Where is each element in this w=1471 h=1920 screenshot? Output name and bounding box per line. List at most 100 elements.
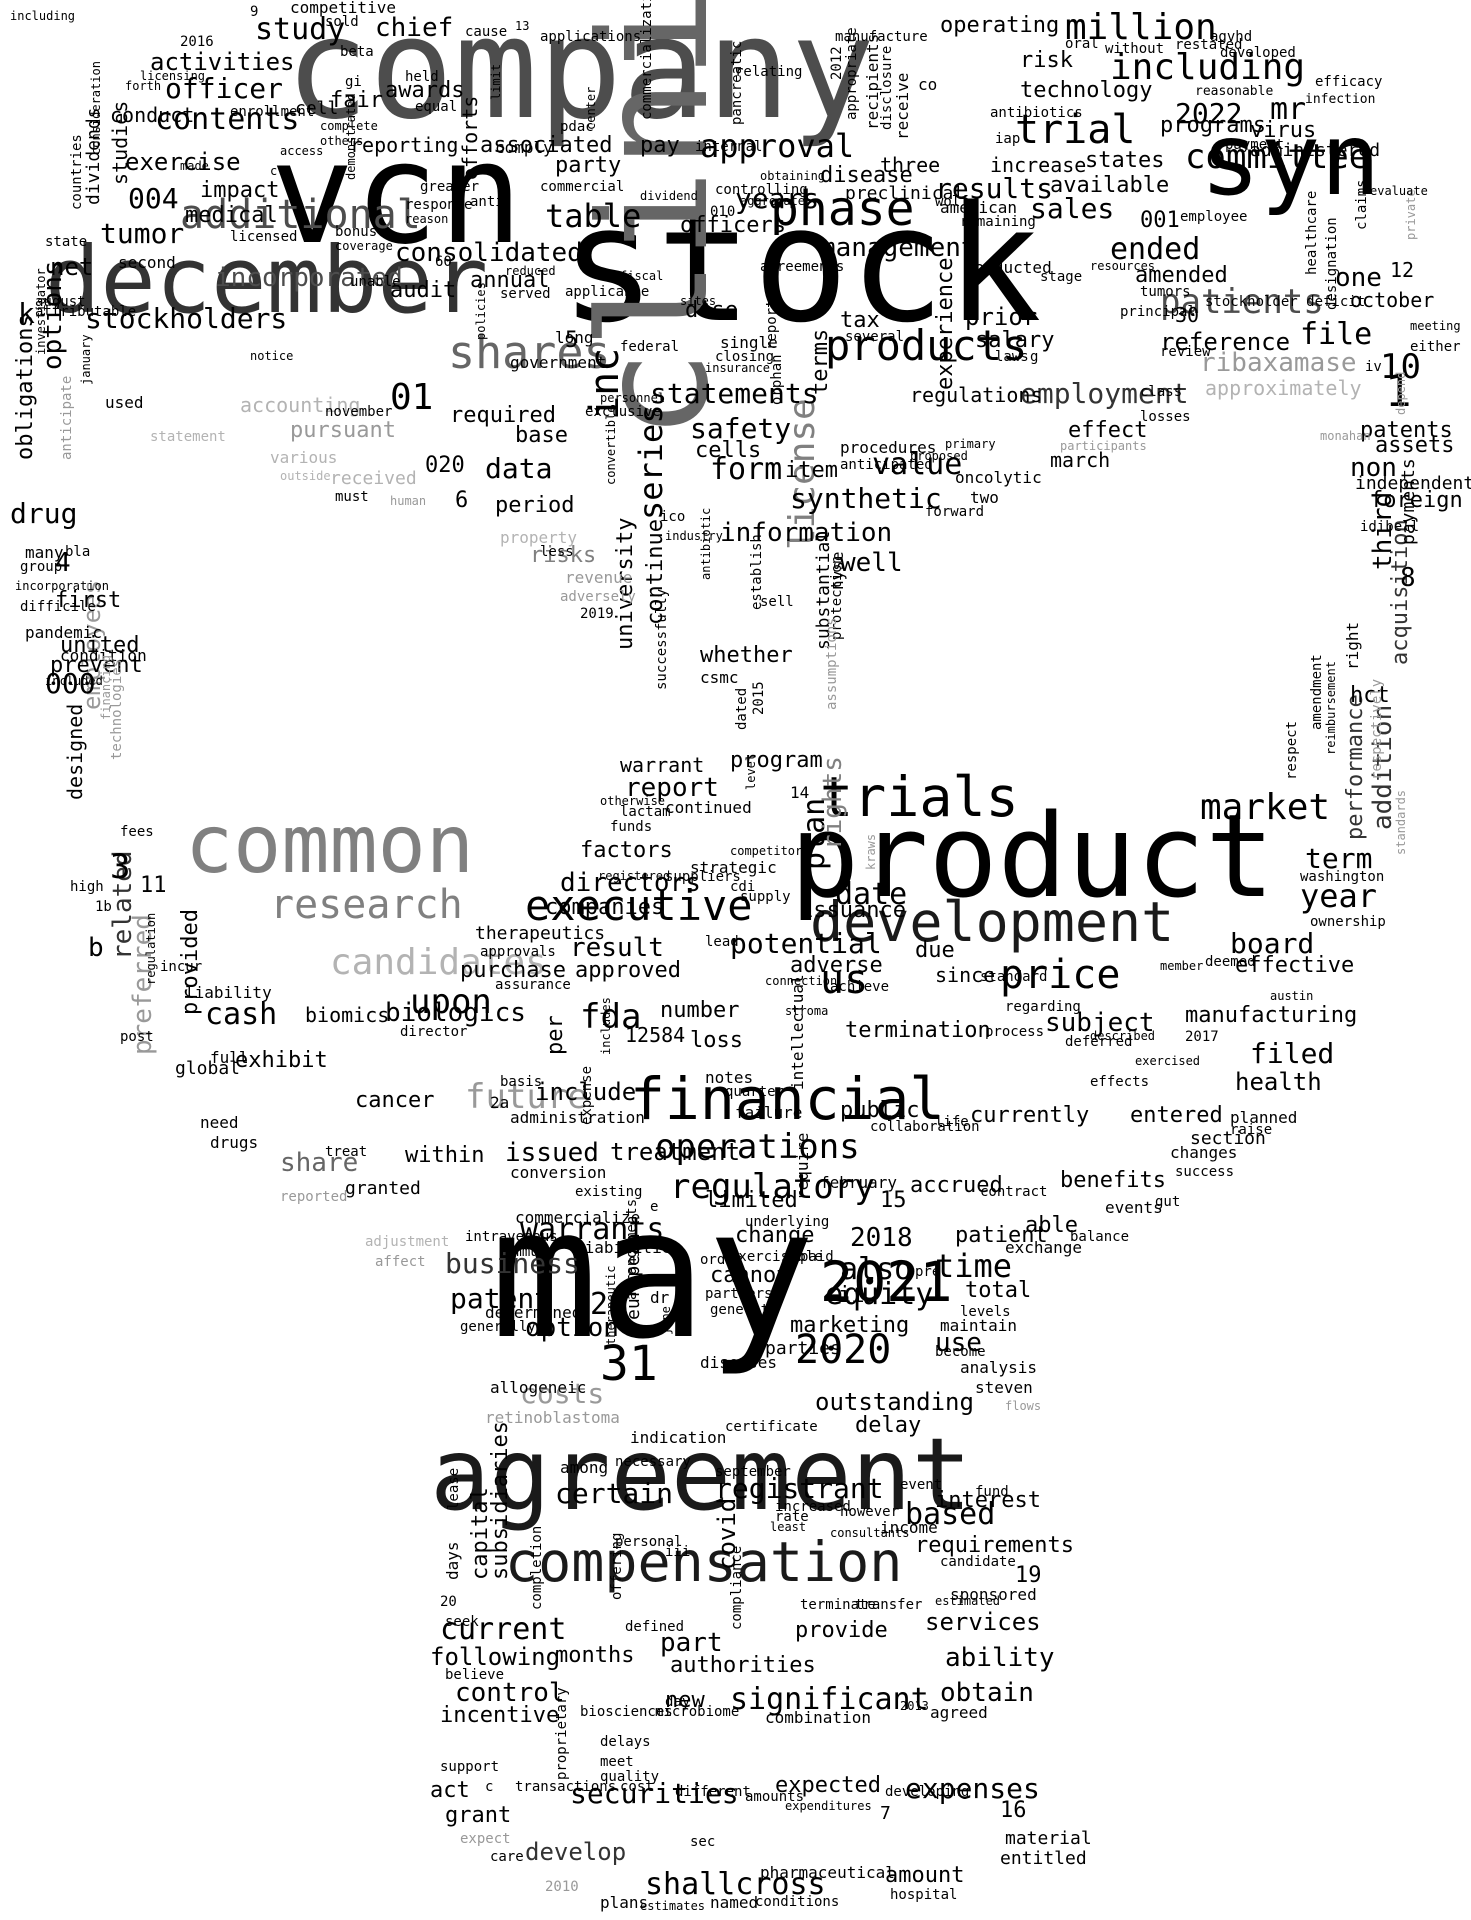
word-officers: officers: [680, 213, 786, 238]
word-expenditures: expenditures: [785, 1799, 872, 1813]
word-cta: cta: [270, 164, 292, 178]
word-believe: believe: [445, 1667, 505, 1683]
word-company: company: [285, 0, 876, 151]
word-named: named: [710, 1893, 759, 1912]
word-audit: audit: [390, 278, 457, 303]
word-pre: pre: [915, 1264, 941, 1280]
word-compensation: compensation: [505, 1530, 903, 1594]
word-personal: personal: [615, 1534, 683, 1550]
word-levels: levels: [960, 1304, 1011, 1320]
word-obtain: obtain: [940, 1678, 1034, 1708]
word-reason: reason: [405, 212, 449, 226]
word-washington: washington: [1300, 869, 1385, 885]
word-authorities: authorities: [670, 1653, 816, 1678]
word-use: use: [935, 1328, 982, 1358]
word-single: single: [720, 333, 778, 352]
word-approval: approval: [700, 127, 855, 165]
word-licensing: licensing: [140, 69, 206, 83]
word-factors: factors: [580, 838, 673, 863]
word-including2: including: [10, 9, 76, 23]
word-cause: cause: [465, 24, 508, 40]
word-reported: reported: [280, 1189, 348, 1205]
word-immune: immune: [505, 1244, 556, 1260]
word-loss: loss: [690, 1028, 743, 1053]
word-however: however: [840, 1504, 900, 1520]
word-increase: increase: [990, 153, 1087, 177]
word-5: 5: [565, 328, 579, 353]
word-full: full: [210, 1048, 249, 1067]
word-significant: significant: [730, 1682, 929, 1717]
word-ability: ability: [945, 1643, 1055, 1673]
word-committee: committee: [1185, 137, 1370, 177]
word-conditions: conditions: [755, 1894, 840, 1910]
word-member: member: [1160, 959, 1204, 973]
word-others: others: [320, 134, 364, 148]
word-2010: 2010: [545, 1879, 579, 1895]
word-stockholder-deficit: stockholder deficit: [1205, 294, 1366, 310]
word-february: february: [820, 1173, 898, 1192]
word-form: form: [710, 452, 783, 487]
word-develop: develop: [525, 1838, 627, 1866]
word-bonus: bonus: [335, 224, 378, 240]
word-tumors: tumors: [1140, 284, 1191, 300]
word-global: global: [175, 1058, 241, 1079]
word-different: different: [675, 1784, 751, 1800]
word-infection: infection: [1305, 92, 1376, 107]
word-countries: countries: [69, 134, 85, 210]
word-data: data: [485, 452, 553, 485]
word-therapeutic: therapeutic: [604, 1265, 618, 1345]
word-fair: fair: [330, 88, 383, 113]
word-maintain: maintain: [940, 1316, 1018, 1335]
word-01: 01: [390, 377, 434, 418]
word-success: success: [1175, 1164, 1235, 1180]
word-standards: standards: [1394, 789, 1408, 855]
word-2017: 2017: [1185, 1029, 1219, 1045]
word-future: future: [465, 1077, 588, 1117]
word-complete: complete: [320, 119, 378, 133]
word-c: c: [485, 1779, 494, 1795]
word-common: common: [185, 798, 474, 891]
word-participants: participants: [1060, 439, 1147, 453]
word-flows: flows: [1005, 1399, 1042, 1413]
word-ii: ii: [838, 1283, 865, 1308]
word-includes: includes: [599, 997, 613, 1055]
word-candidate: candidate: [940, 1554, 1016, 1570]
word-since: since: [935, 963, 996, 987]
word-lactam: lactam: [620, 804, 671, 820]
word-entered: entered: [1130, 1103, 1223, 1128]
word-15: 15: [880, 1188, 907, 1213]
word-forward: forward: [925, 504, 985, 520]
word-amended: amended: [1135, 263, 1228, 288]
word-state: state: [45, 234, 88, 250]
word-b: b: [88, 933, 104, 963]
word-following: following: [430, 1643, 561, 1671]
word-first: first: [55, 588, 122, 613]
word-subsidiaries: subsidiaries: [488, 1421, 513, 1580]
word-microbiome: microbiome: [655, 1704, 740, 1720]
word-10: 10: [1380, 347, 1421, 387]
word-beta: beta: [340, 44, 374, 60]
word-healthcare: healthcare: [1304, 190, 1320, 275]
word-services: services: [925, 1608, 1041, 1636]
word-sales: sales: [1030, 192, 1115, 225]
word-primary: primary: [945, 437, 996, 451]
word-exchange: exchange: [1005, 1238, 1083, 1257]
word-fees: fees: [120, 824, 154, 840]
word-operating: operating: [940, 13, 1060, 38]
word-operations: operations: [655, 1127, 860, 1167]
word-require: require: [793, 1132, 812, 1200]
word-basis: basis: [500, 1074, 543, 1090]
word-principal: principal: [1120, 304, 1196, 320]
word-several: several: [845, 329, 905, 345]
word-price: price: [1000, 952, 1121, 998]
word-september: september: [715, 1464, 791, 1480]
word-warrants: warrants: [520, 1212, 665, 1247]
word-obtaining: obtaining: [760, 169, 826, 183]
word-ended: ended: [1110, 232, 1201, 267]
word-3: 3: [110, 847, 131, 887]
word-conversion: conversion: [510, 1163, 607, 1182]
word-grant: grant: [445, 1803, 512, 1828]
word-shallcross: shallcross: [645, 1867, 826, 1902]
word-internal: internal: [695, 139, 763, 155]
word-001: 001: [1140, 208, 1180, 233]
